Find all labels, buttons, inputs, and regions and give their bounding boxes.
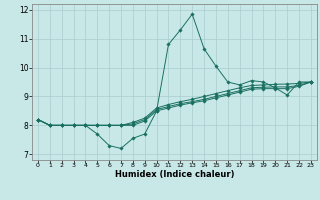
X-axis label: Humidex (Indice chaleur): Humidex (Indice chaleur)	[115, 170, 234, 179]
